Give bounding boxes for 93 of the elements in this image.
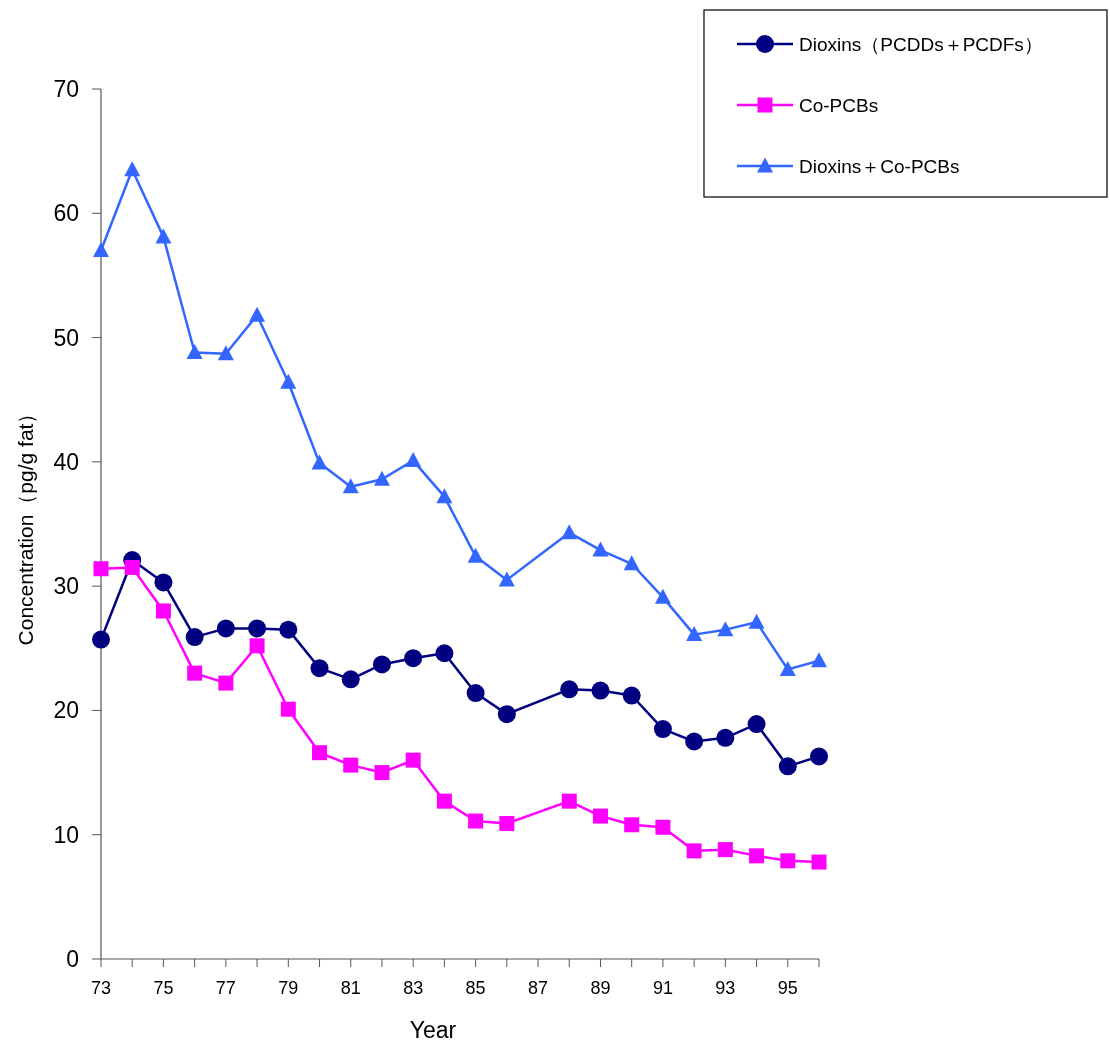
point [187,665,203,681]
x-tick-label: 81 [340,978,361,998]
y-tick-label: 70 [53,76,79,102]
point [436,793,452,809]
point [372,655,391,674]
point [497,705,516,724]
point [654,588,671,604]
x-tick-label: 95 [777,978,798,998]
point [779,660,796,676]
point [467,547,484,563]
point [343,757,359,773]
x-tick-label: 93 [715,978,736,998]
point [155,603,171,619]
point [342,478,359,494]
point [592,808,608,824]
y-axis-title: Concentration（pg/g fat） [14,402,37,646]
point [155,228,172,244]
point [592,541,609,557]
point [249,638,265,654]
y-tick-label: 0 [66,946,79,972]
point [686,843,702,859]
point [312,745,328,761]
point [778,757,797,776]
point [686,626,703,642]
point [249,306,266,322]
point [810,747,828,766]
point [154,573,173,592]
point [811,854,827,870]
point [780,853,796,869]
point [124,161,141,177]
legend-label: Co-PCBs [799,95,879,116]
point [685,732,704,751]
x-tick-label: 91 [652,978,673,998]
y-tick-label: 50 [53,324,79,351]
point [216,619,235,638]
point [185,628,204,647]
point [747,715,766,734]
point [279,620,298,639]
x-tick-label: 73 [90,978,112,998]
x-tick-label: 77 [215,978,236,998]
x-tick-label: 89 [590,978,611,998]
point [561,524,578,540]
point [622,686,641,705]
x-tick-label: 79 [278,978,299,998]
point [311,454,328,470]
legend-label: Dioxins（PCDDs＋PCDFs） [799,34,1043,55]
point [124,560,140,575]
y-tick-label: 40 [53,448,79,475]
point [655,819,671,835]
point [717,621,734,637]
point [435,644,454,663]
point [92,630,110,649]
point [248,619,267,638]
y-tick-label: 10 [53,821,79,848]
point [749,848,765,864]
x-tick-label: 83 [403,978,424,998]
point [218,675,234,691]
point [498,571,515,587]
point [373,470,390,486]
point [93,561,109,577]
point [560,680,579,699]
y-tick-label: 20 [53,697,79,724]
x-tick-label: 75 [153,978,174,998]
point [217,345,234,361]
point [623,555,640,571]
point [280,373,297,389]
point [280,701,296,717]
point [653,720,672,739]
point [624,817,640,833]
legend-label: Dioxins＋Co-PCBs [799,156,960,177]
point [716,728,735,747]
x-axis-title: Year [409,1017,457,1043]
point [717,842,733,858]
point [591,681,610,700]
point [404,649,423,668]
point [405,752,421,768]
y-tick-label: 30 [53,573,79,600]
point [466,684,485,703]
point [748,613,765,629]
x-tick-label: 87 [528,978,549,998]
point [93,242,109,258]
point [499,816,515,832]
point [811,652,827,668]
y-tick-label: 60 [53,200,79,227]
point [310,659,329,678]
point [468,813,484,829]
x-tick-label: 85 [465,978,486,998]
point [436,488,453,504]
point [405,452,422,468]
point [186,343,203,359]
point [374,765,390,781]
point [341,670,360,689]
point [561,793,577,809]
